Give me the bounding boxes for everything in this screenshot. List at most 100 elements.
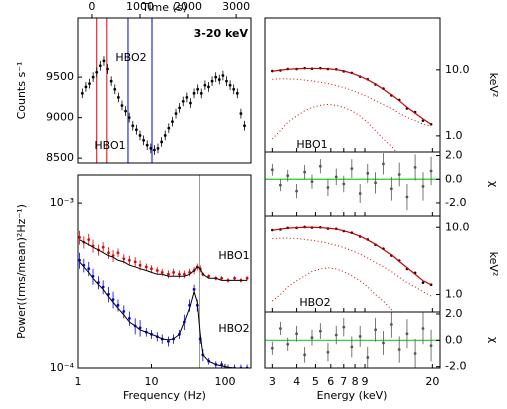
data-point xyxy=(150,267,153,271)
data-point xyxy=(310,180,314,184)
data-point xyxy=(220,276,224,280)
data-point xyxy=(178,106,182,110)
data-point xyxy=(111,254,115,258)
data-point xyxy=(133,260,137,264)
data-point xyxy=(405,332,409,336)
data-point xyxy=(87,238,91,242)
annotation: HBO1 xyxy=(296,138,327,151)
data-point xyxy=(116,95,120,99)
data-point xyxy=(127,116,131,120)
data-point xyxy=(358,334,362,338)
data-point xyxy=(270,168,274,172)
data-point xyxy=(106,67,109,71)
data-point xyxy=(326,186,330,189)
data-point xyxy=(88,82,91,86)
data-point xyxy=(413,352,417,355)
data-point xyxy=(181,100,185,103)
data-point xyxy=(303,353,307,357)
data-point xyxy=(286,174,290,178)
data-point xyxy=(278,183,282,187)
data-point xyxy=(167,339,170,343)
y-tick-label: 1.0 xyxy=(445,288,463,301)
data-point xyxy=(101,245,105,249)
data-point xyxy=(87,267,91,271)
data-point xyxy=(138,263,142,267)
x-tick-label: 10 xyxy=(144,375,158,388)
y-axis-label: χ xyxy=(487,181,500,188)
y-tick-label: 2.0 xyxy=(445,149,463,162)
data-point xyxy=(245,276,249,280)
data-point xyxy=(366,356,370,359)
axes-frame xyxy=(77,174,252,369)
data-point xyxy=(221,74,225,77)
x-tick-label: 3000 xyxy=(222,0,250,13)
y-tick-label: 9500 xyxy=(46,70,74,83)
data-point xyxy=(318,329,322,333)
plot-area xyxy=(265,153,440,211)
data-point xyxy=(310,336,314,340)
data-point xyxy=(203,83,207,87)
annotation: 3-20 keV xyxy=(194,27,249,40)
x-tick-label: 0 xyxy=(88,0,95,13)
model-line xyxy=(79,239,248,281)
legend-label: HBO1 xyxy=(218,249,249,262)
plot-area xyxy=(80,18,246,163)
data-point xyxy=(207,85,210,89)
y-tick-label: 10⁻⁴ xyxy=(50,361,75,374)
data-point xyxy=(101,285,105,289)
data-point xyxy=(138,134,142,137)
plot-area xyxy=(271,225,433,312)
data-point xyxy=(374,181,377,185)
component-line xyxy=(272,78,432,127)
y-axis-label: χ xyxy=(487,337,500,344)
model-line xyxy=(272,67,432,125)
y-axis-label: keV² xyxy=(487,252,500,277)
component-line xyxy=(272,267,395,312)
data-point xyxy=(84,85,88,89)
data-point xyxy=(145,143,149,147)
data-point xyxy=(172,270,176,274)
plot-area xyxy=(78,175,249,368)
y-tick-label: 1.0 xyxy=(445,129,463,142)
data-point xyxy=(334,333,338,337)
data-point xyxy=(182,272,186,276)
data-point xyxy=(235,91,239,95)
x-tick-label: 8 xyxy=(352,375,359,388)
data-point xyxy=(429,344,433,347)
data-point xyxy=(122,257,126,261)
data-point xyxy=(214,75,218,79)
axes-frame xyxy=(264,151,441,217)
data-point xyxy=(142,138,145,142)
axes-frame xyxy=(264,215,441,313)
y-tick-label: 0.0 xyxy=(445,333,463,346)
data-point xyxy=(421,184,425,188)
data-point xyxy=(120,104,124,107)
data-point xyxy=(318,164,322,168)
data-point xyxy=(156,147,160,150)
data-point xyxy=(80,91,84,95)
data-point xyxy=(160,140,164,144)
data-point xyxy=(149,147,153,150)
data-point xyxy=(421,327,425,330)
data-point xyxy=(421,281,425,284)
y-tick-label: 2.0 xyxy=(445,307,463,320)
data-point xyxy=(116,251,120,255)
data-point xyxy=(429,169,433,173)
data-point xyxy=(286,342,290,346)
data-point xyxy=(239,112,243,115)
x-tick-label: 2000 xyxy=(174,0,202,13)
x-axis-label: Time (s) xyxy=(141,1,187,14)
data-point xyxy=(155,269,159,272)
data-point xyxy=(342,325,346,329)
data-point xyxy=(210,79,214,83)
x-tick-label: 20 xyxy=(425,375,439,388)
data-point xyxy=(366,171,370,175)
y-tick-label: 0.0 xyxy=(445,172,463,185)
data-point xyxy=(405,195,409,199)
x-axis-label: Energy (keV) xyxy=(317,389,388,402)
y-tick-label: 10.0 xyxy=(445,220,470,233)
data-point xyxy=(295,332,299,336)
data-point xyxy=(171,120,174,124)
data-point xyxy=(382,162,385,166)
